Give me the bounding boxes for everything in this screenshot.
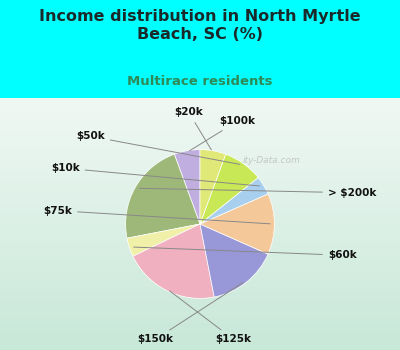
Wedge shape bbox=[127, 224, 200, 256]
Wedge shape bbox=[126, 154, 200, 238]
Text: $10k: $10k bbox=[51, 163, 260, 186]
Text: Multirace residents: Multirace residents bbox=[127, 75, 273, 88]
Text: $75k: $75k bbox=[43, 205, 270, 224]
Text: > $200k: > $200k bbox=[139, 188, 376, 198]
Wedge shape bbox=[133, 224, 214, 298]
Text: $20k: $20k bbox=[174, 107, 211, 150]
Text: $50k: $50k bbox=[76, 131, 240, 164]
Wedge shape bbox=[200, 194, 274, 254]
Wedge shape bbox=[200, 154, 258, 224]
Text: $100k: $100k bbox=[190, 116, 255, 151]
Text: $125k: $125k bbox=[170, 291, 252, 344]
Wedge shape bbox=[200, 149, 226, 224]
Wedge shape bbox=[174, 149, 200, 224]
Wedge shape bbox=[200, 224, 268, 297]
Text: $60k: $60k bbox=[134, 247, 357, 260]
Wedge shape bbox=[200, 178, 268, 224]
Text: Income distribution in North Myrtle
Beach, SC (%): Income distribution in North Myrtle Beac… bbox=[39, 9, 361, 42]
Text: $150k: $150k bbox=[137, 282, 243, 344]
Text: ity-Data.com: ity-Data.com bbox=[243, 156, 301, 165]
